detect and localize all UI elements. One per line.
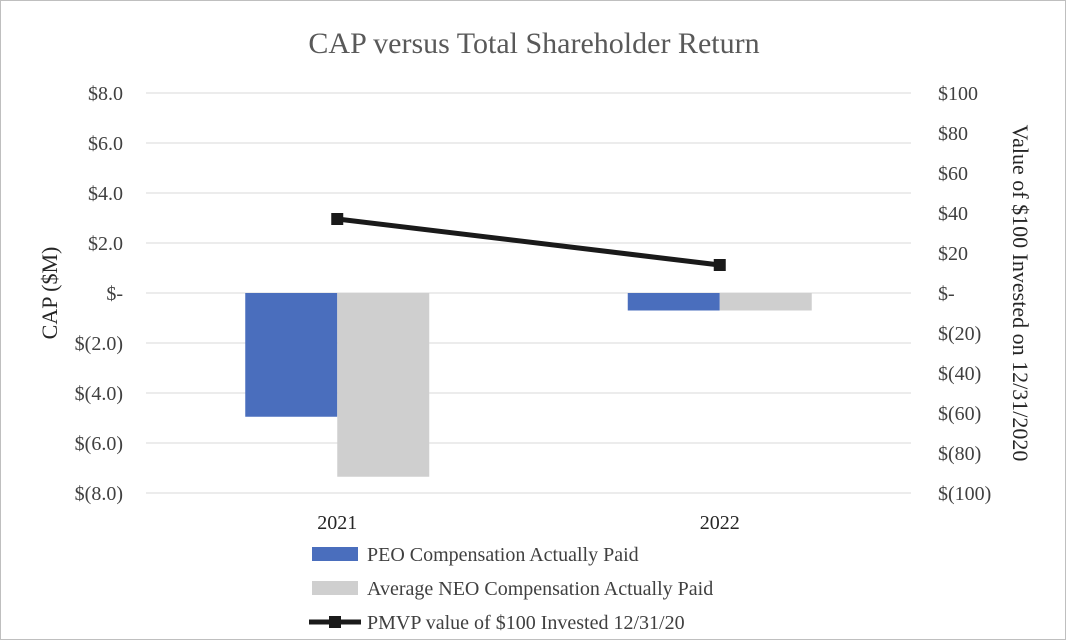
y2-tick-label-10: $(100) bbox=[938, 483, 991, 505]
left-axis-ticks: $8.0 $6.0 $4.0 $2.0 $- $(2.0) $(4.0) $(6.0) $(8.… bbox=[75, 83, 123, 505]
y-tick-label-3: $2.0 bbox=[88, 233, 123, 255]
legend: PEO Compensation Actually Paid Average NE… bbox=[309, 544, 713, 634]
y-tick-label-4: $- bbox=[106, 283, 123, 305]
line-series bbox=[331, 213, 726, 271]
bar-2021-series-1 bbox=[337, 293, 430, 477]
line-marker-2022 bbox=[713, 259, 726, 271]
y2-tick-label-1: $80 bbox=[938, 123, 968, 145]
legend-swatch-1 bbox=[312, 581, 358, 595]
y-tick-label-0: $8.0 bbox=[88, 83, 123, 105]
y-tick-label-5: $(2.0) bbox=[75, 333, 123, 355]
category-label-2022: 2022 bbox=[700, 512, 740, 534]
bar-2022-series-1 bbox=[719, 293, 812, 311]
bar-2022-series-0 bbox=[627, 293, 720, 311]
y-tick-label-6: $(4.0) bbox=[75, 383, 123, 405]
y-tick-label-7: $(6.0) bbox=[75, 433, 123, 455]
y2-tick-label-6: $(20) bbox=[938, 323, 981, 345]
y-tick-label-2: $4.0 bbox=[88, 183, 123, 205]
y2-tick-label-0: $100 bbox=[938, 83, 978, 105]
legend-swatch-0 bbox=[312, 547, 358, 561]
category-label-2021: 2021 bbox=[317, 512, 357, 534]
legend-label-1: Average NEO Compensation Actually Paid bbox=[367, 578, 713, 600]
legend-label-2: PMVP value of $100 Invested 12/31/20 bbox=[367, 612, 685, 634]
y-tick-label-1: $6.0 bbox=[88, 133, 123, 155]
y2-axis-title: Value of $100 Invested on 12/31/2020 bbox=[1008, 125, 1033, 462]
line-series-0 bbox=[336, 216, 721, 268]
y2-tick-label-7: $(40) bbox=[938, 363, 981, 385]
y-tick-label-8: $(8.0) bbox=[75, 483, 123, 505]
bars bbox=[245, 293, 812, 477]
line-marker-2021 bbox=[331, 213, 344, 225]
y2-tick-label-3: $40 bbox=[938, 203, 968, 225]
legend-marker-2 bbox=[329, 616, 341, 628]
y2-tick-label-4: $20 bbox=[938, 243, 968, 265]
y2-tick-label-2: $60 bbox=[938, 163, 968, 185]
legend-label-0: PEO Compensation Actually Paid bbox=[367, 544, 639, 566]
chart-title: CAP versus Total Shareholder Return bbox=[308, 27, 759, 60]
category-labels: 2021 2022 bbox=[317, 512, 740, 534]
y2-tick-label-5: $- bbox=[938, 283, 955, 305]
y-axis-title: CAP ($M) bbox=[37, 247, 62, 340]
bar-2021-series-0 bbox=[245, 293, 338, 417]
right-axis-ticks: $100 $80 $60 $40 $20 $- $(20) $(40) $(60) $(80) $(… bbox=[938, 83, 991, 505]
y2-tick-label-9: $(80) bbox=[938, 443, 981, 465]
y2-tick-label-8: $(60) bbox=[938, 403, 981, 425]
